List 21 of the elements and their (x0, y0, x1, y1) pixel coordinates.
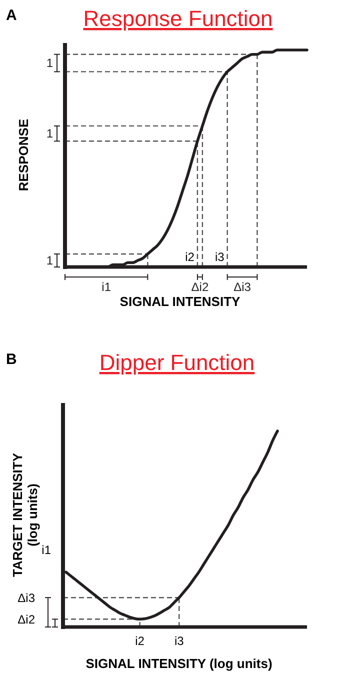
text: i3 (174, 634, 184, 648)
annotation: i3 (214, 250, 225, 264)
chart-title: Dipper Function (99, 350, 255, 375)
text: Δi3 (18, 590, 36, 605)
text: Δi2 (191, 280, 209, 294)
y-axis-title: TARGET INTENSITY (log units) (10, 452, 40, 577)
text: i2 (135, 634, 145, 648)
text: A (6, 7, 17, 24)
annotation: i2 (185, 250, 195, 264)
text: Δi2 (18, 612, 36, 626)
text: 1 (46, 254, 54, 268)
text: Δi3 (234, 280, 252, 294)
x-axis-title: SIGNAL INTENSITY (120, 294, 241, 309)
text: i1 (42, 543, 52, 558)
text: i1 (102, 280, 112, 294)
x-axis-title: SIGNAL INTENSITY (log units) (86, 656, 272, 671)
y-axis-title: RESPONSE (16, 118, 31, 192)
text: B (6, 351, 17, 368)
chart-title: Response Function (83, 6, 273, 31)
text: 1 (46, 56, 54, 70)
text: 1 (46, 126, 54, 141)
